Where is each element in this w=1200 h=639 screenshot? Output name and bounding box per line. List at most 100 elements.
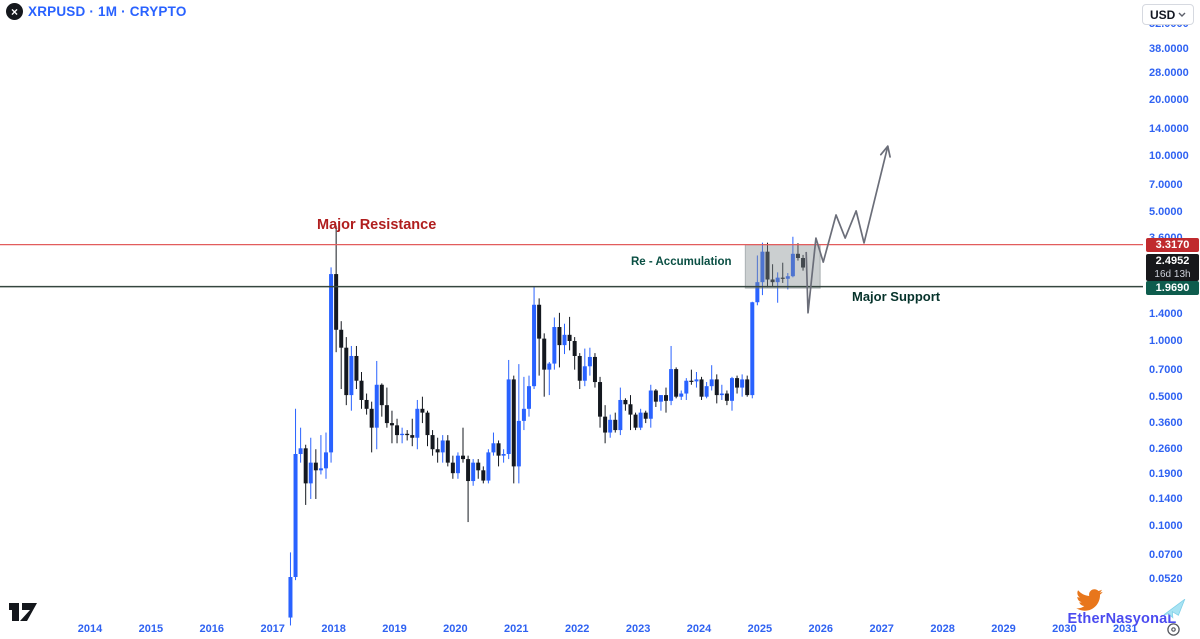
candle	[557, 327, 562, 346]
projection-arrow[interactable]	[805, 145, 889, 314]
symbol-ticker[interactable]: × XRPUSD · 1M · CRYPTO	[6, 3, 187, 20]
candle	[537, 304, 542, 339]
tradingview-logo[interactable]	[8, 600, 40, 622]
candle	[344, 347, 349, 396]
year-label: 2029	[991, 623, 1016, 635]
price-tick-label: 0.5000	[1149, 390, 1183, 403]
candle	[714, 379, 719, 396]
candle	[410, 435, 415, 438]
candle	[770, 279, 775, 283]
candle	[364, 399, 369, 409]
candle	[638, 412, 643, 428]
candle	[689, 380, 694, 382]
candle	[735, 378, 740, 388]
candle	[623, 399, 628, 405]
year-label: 2027	[869, 623, 894, 635]
candle	[308, 462, 313, 484]
candle	[323, 452, 328, 469]
candle	[521, 408, 526, 421]
year-label: 2022	[564, 623, 590, 635]
candle	[501, 454, 506, 456]
year-label: 2015	[138, 623, 164, 635]
candle	[664, 395, 669, 401]
candle	[486, 452, 491, 481]
last-price-value: 2.4952	[1155, 255, 1190, 268]
support-label[interactable]: Major Support	[852, 289, 941, 304]
candle	[532, 304, 537, 387]
year-label: 2018	[321, 623, 346, 635]
candle	[506, 379, 511, 455]
candle	[618, 399, 623, 431]
candle	[745, 379, 750, 396]
candle	[389, 423, 394, 426]
year-label: 2014	[77, 623, 103, 635]
candle	[339, 329, 344, 348]
resistance-label[interactable]: Major Resistance	[317, 217, 437, 233]
price-tick-label: 10.0000	[1149, 150, 1189, 162]
candle	[526, 386, 531, 409]
candle	[679, 393, 684, 397]
price-tick-label: 0.7000	[1149, 363, 1183, 376]
candle	[669, 369, 674, 401]
candle	[440, 440, 445, 453]
candle	[511, 379, 516, 467]
candle	[582, 366, 587, 381]
price-tick-label: 38.0000	[1149, 42, 1189, 55]
xrp-logo-icon: ×	[6, 3, 23, 20]
candle	[461, 455, 466, 460]
year-label: 2030	[1052, 623, 1077, 635]
year-label: 2016	[199, 623, 225, 635]
candle	[450, 462, 455, 474]
candle	[577, 355, 582, 381]
candle	[765, 251, 770, 280]
year-label: 2028	[930, 623, 955, 635]
candle	[481, 470, 486, 481]
candle	[369, 408, 374, 428]
candle	[567, 334, 572, 341]
year-label: 2023	[625, 623, 651, 635]
candle	[760, 251, 765, 283]
candle	[542, 338, 547, 370]
price-tick-label: 0.3600	[1149, 417, 1183, 430]
candle	[694, 379, 699, 382]
candle	[699, 379, 704, 397]
price-axis[interactable]: 0.0520 0.0700 0.1000 0.1400 0.1900 0.2600 0.36…	[1143, 0, 1200, 620]
candle	[598, 382, 603, 417]
candle	[750, 302, 755, 396]
candle	[471, 462, 476, 482]
candle	[653, 390, 658, 402]
candle	[643, 412, 648, 419]
candle	[430, 435, 435, 450]
time-axis[interactable]: 2014 2015 2016 2017 2018 2019 2020 2021 2022 2023…	[0, 620, 1200, 639]
settings-icon[interactable]	[1166, 622, 1181, 637]
candle	[552, 327, 557, 364]
accumulation-label[interactable]: Re - Accumulation	[631, 256, 732, 268]
price-tick-label: 0.1900	[1149, 468, 1183, 481]
candle	[780, 277, 785, 279]
candle	[740, 379, 745, 388]
candle	[313, 462, 318, 471]
candle	[496, 443, 501, 456]
candle	[379, 384, 384, 406]
candle	[628, 404, 633, 415]
candle	[684, 380, 689, 394]
candle	[775, 277, 780, 283]
currency-button[interactable]: USD	[1142, 4, 1194, 25]
candle	[795, 253, 800, 258]
candle	[329, 274, 334, 453]
year-label: 2019	[382, 623, 407, 635]
candle	[415, 408, 420, 438]
candle	[658, 395, 663, 402]
candle	[293, 454, 298, 578]
symbol-title: XRPUSD · 1M · CRYPTO	[28, 4, 187, 19]
accumulation-zone[interactable]	[744, 244, 821, 289]
price-tick-label: 0.0700	[1149, 548, 1183, 561]
candle	[648, 390, 653, 419]
candle	[719, 393, 724, 396]
candle	[516, 420, 521, 467]
candle	[354, 355, 359, 381]
price-tick-label: 28.0000	[1149, 67, 1189, 80]
candle	[608, 419, 613, 433]
